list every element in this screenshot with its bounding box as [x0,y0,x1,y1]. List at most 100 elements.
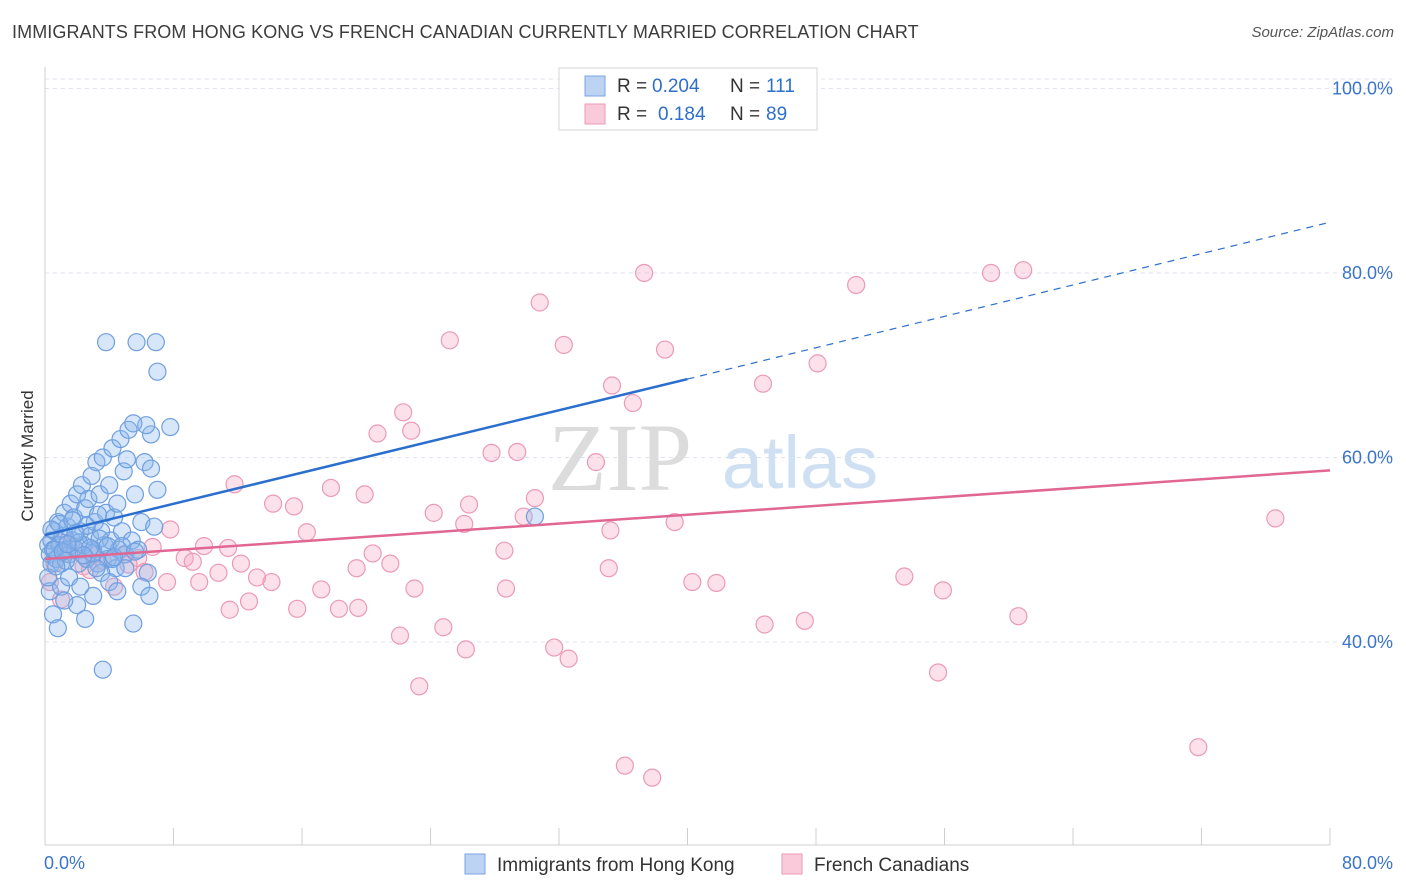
data-point-french-canadian [665,512,684,532]
data-point-french-canadian [434,618,453,637]
data-point-french-canadian [599,559,618,578]
data-point-hong-kong [96,333,116,352]
data-point-french-canadian [390,626,410,645]
data-point-hong-kong [135,453,154,472]
data-point-french-canadian [262,572,281,592]
data-point-hong-kong [58,535,77,554]
data-point-french-canadian [194,536,214,556]
legend-r-value-1: 0.204 [652,76,700,97]
data-point-hong-kong [47,557,66,576]
data-point-hong-kong [141,425,161,444]
data-point-french-canadian [355,485,374,504]
data-point-hong-kong [125,485,145,504]
data-point-hong-kong [124,414,143,433]
series-swatch-pink [781,853,803,875]
data-point-french-canadian [808,354,827,373]
data-point-french-canadian [495,541,514,560]
source-label: Source: ZipAtlas.com [1251,24,1394,41]
data-point-french-canadian [496,579,516,598]
data-point-french-canadian [363,544,382,563]
data-point-french-canadian [635,263,654,283]
data-point-hong-kong [48,619,67,638]
tick-labels: 40.0% 60.0% 80.0% 100.0% 0.0% 80.0% [44,78,1393,873]
data-point-french-canadian [707,573,726,593]
y-tick-label: 40.0% [1342,632,1393,652]
data-point-french-canadian [394,403,413,422]
data-point-french-canadian [263,494,283,513]
legend-n-value-1: 111 [766,76,795,97]
data-point-hong-kong [140,586,159,605]
data-point-french-canadian [559,649,578,668]
legend-swatch-blue [584,75,606,97]
legend-r-value-2: 0.184 [658,104,706,125]
series-legend: Immigrants from Hong Kong French Canadia… [464,853,969,876]
data-point-french-canadian [530,293,549,312]
data-point-hong-kong [127,333,146,352]
data-point-french-canadian [602,376,622,395]
chart-title: IMMIGRANTS FROM HONG KONG VS FRENCH CANA… [12,22,919,42]
data-point-hong-kong [93,660,112,679]
data-point-hong-kong [117,450,137,469]
data-point-french-canadian [455,514,474,534]
data-point-hong-kong [116,559,135,578]
data-point-french-canadian [1009,607,1028,626]
data-point-french-canadian [508,442,527,462]
data-point-french-canadian [482,443,501,462]
x-tick-label: 80.0% [1342,853,1393,873]
data-point-hong-kong [84,586,103,605]
data-point-hong-kong [90,485,109,504]
data-point-french-canadian [405,579,424,598]
trend-lines [44,221,1331,561]
series-swatch-blue [464,853,486,875]
x-tick-label: 0.0% [44,853,85,873]
data-point-french-canadian [297,523,316,542]
watermark-zip: ZIP [548,404,692,511]
data-point-french-canadian [795,611,814,630]
data-point-french-canadian [157,572,177,592]
data-point-french-canadian [349,598,368,617]
series-label-hong-kong: Immigrants from Hong Kong [497,855,735,876]
trend-extension-hong-kong [687,221,1331,380]
data-point-french-canadian [655,340,675,359]
data-point-french-canadian [284,497,304,516]
data-point-french-canadian [525,488,545,508]
data-point-hong-kong [146,333,165,352]
data-point-hong-kong [141,459,161,478]
y-tick-label: 100.0% [1332,78,1393,98]
data-point-french-canadian [586,453,606,472]
trend-line-french-canadians [44,469,1331,561]
legend-r-label-1: R = [617,76,647,97]
data-point-hong-kong [108,494,127,513]
legend-n-label-1: N = [730,76,760,97]
y-tick-label: 60.0% [1342,448,1393,468]
data-point-french-canadian [247,568,267,587]
data-point-hong-kong [40,582,59,601]
data-point-hong-kong [79,489,98,509]
data-point-french-canadian [312,580,331,599]
data-point-french-canadian [895,567,914,586]
data-point-hong-kong [93,448,112,467]
data-point-french-canadian [847,275,866,295]
legend-swatch-pink [584,103,606,125]
data-point-hong-kong [55,591,74,610]
data-point-french-canadian [933,581,952,600]
legend-n-label-2: N = [730,104,760,125]
data-point-french-canadian [381,554,400,573]
data-point-french-canadian [928,663,948,682]
y-tick-label: 80.0% [1342,263,1393,283]
data-point-french-canadian [209,563,228,582]
data-point-french-canadian [554,335,573,355]
data-point-french-canadian [615,756,634,775]
data-point-french-canadian [1189,738,1208,757]
data-point-hong-kong [100,476,119,495]
data-point-french-canadian [402,421,421,440]
data-point-hong-kong [68,485,87,504]
data-point-hong-kong [43,605,63,624]
correlation-legend: R = 0.204 N = 111 R = 0.184 N = 89 [558,67,818,131]
data-point-hong-kong [87,559,106,578]
data-point-french-canadian [183,552,202,571]
data-point-french-canadian [601,521,620,540]
data-point-french-canadian [981,263,1001,283]
data-point-french-canadian [753,374,773,393]
